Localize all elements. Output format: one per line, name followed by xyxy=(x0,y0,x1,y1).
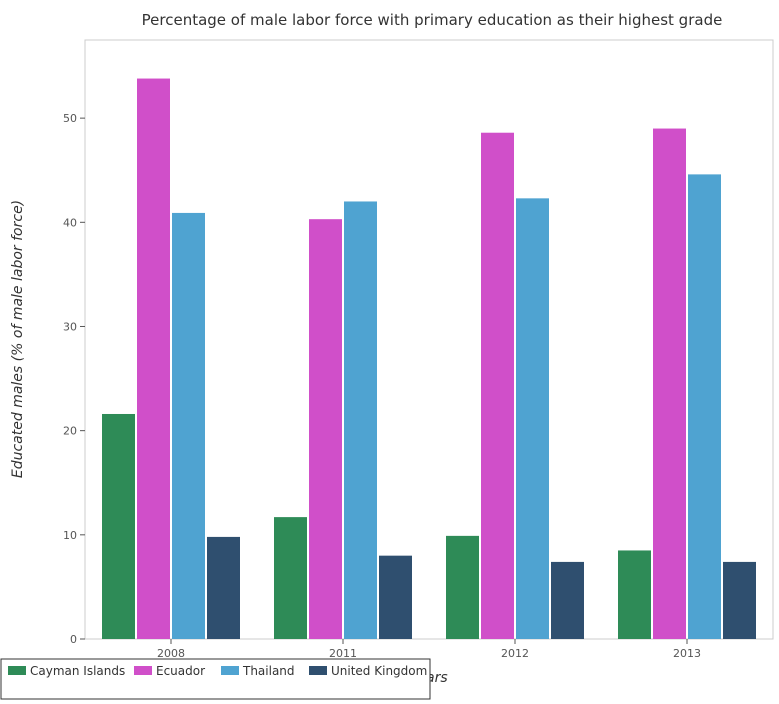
bars xyxy=(102,78,756,640)
bar xyxy=(446,535,479,639)
y-tick-label: 50 xyxy=(63,112,77,125)
x-tick-label: 2011 xyxy=(329,647,357,660)
bar xyxy=(309,219,342,639)
x-tick-label: 2012 xyxy=(501,647,529,660)
bar xyxy=(102,413,135,639)
bar xyxy=(344,201,377,640)
bar xyxy=(207,536,240,639)
bar xyxy=(172,212,205,639)
bar xyxy=(516,198,549,639)
chart-title: Percentage of male labor force with prim… xyxy=(142,11,723,29)
bar xyxy=(723,561,756,639)
legend-swatch xyxy=(8,666,26,675)
legend-swatch xyxy=(221,666,239,675)
y-tick-label: 40 xyxy=(63,216,77,229)
x-axis: 2008 2011 2012 2013 xyxy=(157,639,701,660)
bar xyxy=(137,78,170,639)
y-tick-label: 20 xyxy=(63,425,77,438)
y-axis: 0 10 20 30 40 50 xyxy=(63,112,85,646)
bar xyxy=(481,132,514,639)
legend-swatch xyxy=(309,666,327,675)
legend: Cayman Islands Ecuador Thailand United King… xyxy=(0,658,431,700)
y-axis-label: Educated males (% of male labor force) xyxy=(10,200,26,478)
legend-label: Ecuador xyxy=(156,664,205,678)
bar xyxy=(688,174,721,640)
bar xyxy=(379,555,412,639)
x-tick-label: 2013 xyxy=(673,647,701,660)
bar xyxy=(551,561,584,639)
x-tick-label: 2008 xyxy=(157,647,185,660)
y-tick-label: 0 xyxy=(70,633,77,646)
legend-label: United Kingdom xyxy=(331,664,427,678)
bar xyxy=(618,550,651,639)
y-tick-label: 30 xyxy=(63,320,77,333)
legend-label: Cayman Islands xyxy=(30,664,125,678)
bar xyxy=(653,128,686,639)
legend-label: Thailand xyxy=(242,664,295,678)
y-tick-label: 10 xyxy=(63,529,77,542)
bar xyxy=(274,517,307,639)
legend-swatch xyxy=(134,666,152,675)
legend-box xyxy=(0,658,431,700)
